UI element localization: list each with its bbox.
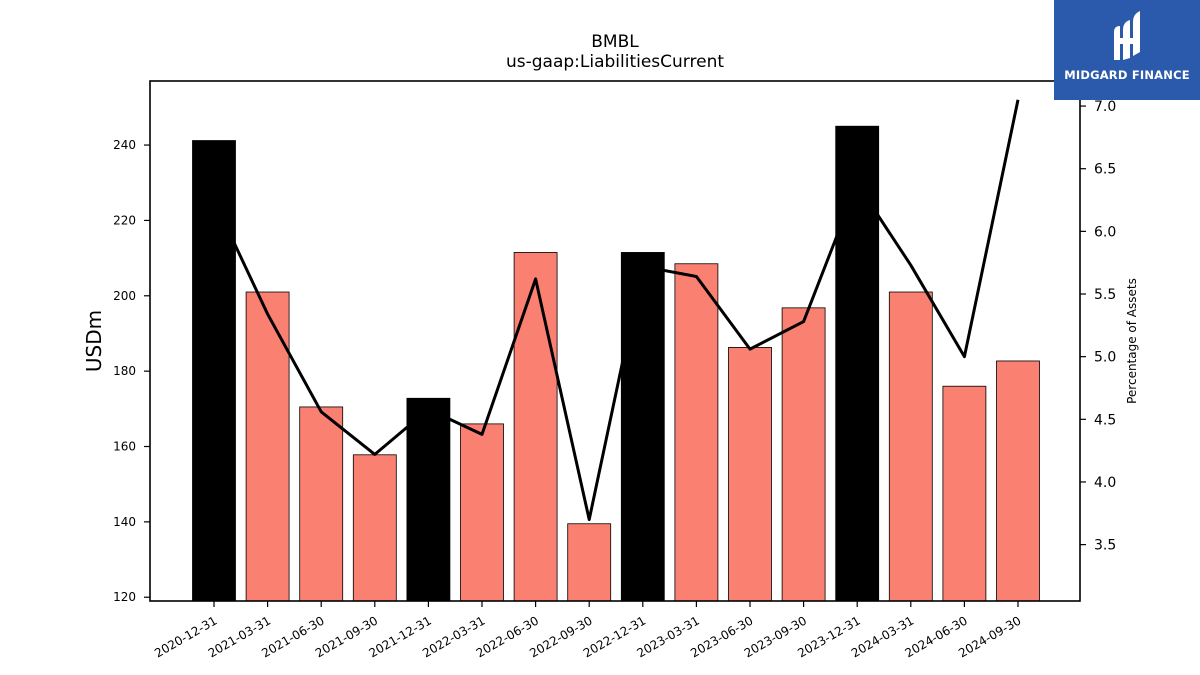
- bar-2021-09-30: [352, 454, 397, 602]
- logo-text: MIDGARD FINANCE: [1064, 68, 1190, 82]
- bar-2023-09-30: [781, 307, 826, 602]
- bar-2021-06-30: [299, 406, 344, 602]
- bars-layer: [192, 125, 1040, 602]
- y2-tick-label-7: 7.0: [1094, 99, 1116, 115]
- bar-2022-12-31: [620, 252, 665, 602]
- y2-tick-label-6: 6.0: [1094, 224, 1116, 240]
- plot-frame: [149, 80, 1081, 602]
- bar-2021-03-31: [245, 291, 290, 602]
- y2-axis-label: Percentage of Assets: [1125, 278, 1139, 404]
- midgard-finance-logo: MIDGARD FINANCE: [1054, 0, 1200, 100]
- y2-tick-label-4.5: 4.5: [1094, 412, 1116, 428]
- y-tick-label-240: 240: [113, 138, 136, 152]
- bar-2021-12-31: [406, 397, 451, 602]
- y2-tick-label-6.5: 6.5: [1094, 162, 1116, 178]
- bar-2023-03-31: [674, 263, 719, 602]
- bar-2020-12-31: [192, 140, 236, 602]
- axes-layer: 120 140 160 180 200 220 240 3.5 4.0 4.5 5.0 5.5 6.0 6…: [82, 80, 1139, 660]
- y-tick-label-140: 140: [113, 515, 136, 529]
- bar-2022-09-30: [567, 523, 612, 602]
- bar-2023-06-30: [728, 347, 772, 602]
- y-tick-label-220: 220: [113, 213, 136, 227]
- bar-2023-12-31: [835, 125, 880, 602]
- y-tick-label-200: 200: [113, 289, 136, 303]
- y2-tick-label-4: 4.0: [1094, 475, 1116, 491]
- logo-mark-icon: [1114, 11, 1140, 60]
- bar-2022-06-30: [513, 252, 558, 602]
- y-tick-label-120: 120: [113, 590, 136, 604]
- y-tick-label-160: 160: [113, 440, 136, 454]
- y2-tick-label-5.5: 5.5: [1094, 287, 1116, 303]
- chart-subtitle: us-gaap:LiabilitiesCurrent: [505, 52, 725, 72]
- y-axis-label: USDm: [82, 310, 106, 372]
- line-layer: [212, 99, 1020, 522]
- y2-tick-label-3.5: 3.5: [1094, 538, 1116, 554]
- bar-2024-09-30: [996, 360, 1040, 602]
- bar-2022-03-31: [460, 423, 504, 602]
- bar-2024-03-31: [888, 291, 933, 602]
- y-tick-label-180: 180: [113, 364, 136, 378]
- chart-title: BMBL: [591, 32, 639, 52]
- percentage-line: [212, 99, 1020, 522]
- bar-2024-06-30: [942, 385, 987, 602]
- y2-tick-label-5: 5.0: [1094, 350, 1116, 366]
